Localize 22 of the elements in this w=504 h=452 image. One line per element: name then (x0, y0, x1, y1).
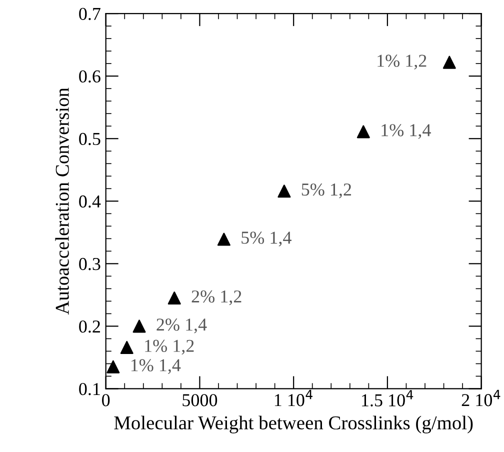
annotation: 2% 1,2 (192, 290, 242, 306)
x-tick-label: 0 (102, 394, 110, 406)
annotation: 1% 1,4 (131, 359, 181, 374)
y-tick-label: 0.1 (79, 382, 100, 396)
annotation: 1% 1,2 (378, 54, 426, 70)
y-axis-title: Autoacceleration Conversion (55, 88, 69, 315)
x-tick-label: 2 10$^{4}$ (462, 390, 500, 406)
y-tick-label: 0.6 (79, 70, 100, 83)
annotation: 1% 1,4 (382, 124, 431, 139)
x-tick-label: 1 10$^{4}$ (274, 390, 312, 406)
y-tick-label: 0.5 (79, 132, 100, 146)
y-tick-label: 0.3 (79, 258, 100, 270)
y-tick-label: 0.7 (79, 8, 100, 20)
x-tick-label: 1.5 10$^{4}$ (362, 390, 414, 406)
y-tick-label: 0.2 (79, 320, 100, 333)
annotation: 5% 1,4 (242, 232, 292, 246)
annotation: 1% 1,2 (145, 340, 194, 355)
y-tick-label: 0.4 (79, 195, 101, 208)
annotation: 5% 1,2 (302, 183, 352, 198)
x-axis-title: Molecular Weight between Crosslinks (g/mol) (114, 416, 473, 434)
annotation: 2% 1,4 (156, 318, 207, 334)
x-tick-label: 5000 (182, 394, 218, 406)
